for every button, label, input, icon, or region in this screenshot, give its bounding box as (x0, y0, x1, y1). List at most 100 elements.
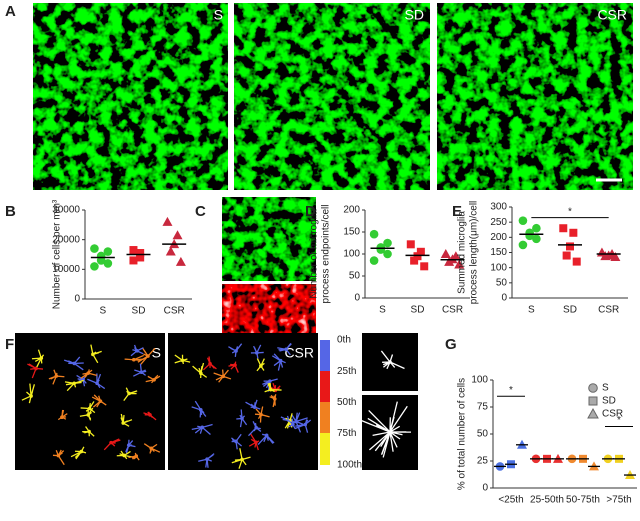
legend-marker (588, 396, 598, 406)
y-axis-label: process endpoints/cell (321, 205, 332, 304)
panel-letter: D (305, 203, 316, 220)
y-tick-label: 30000 (52, 205, 80, 216)
significance-label: * (509, 385, 513, 396)
micrograph (222, 197, 316, 281)
cell-shape (254, 406, 270, 423)
data-point (569, 228, 578, 237)
cell-body (221, 374, 226, 379)
y-tick-label: 0 (501, 293, 507, 304)
y-tick-label: 100 (490, 262, 507, 273)
data-point (376, 245, 386, 254)
data-point (383, 249, 392, 259)
data-point (420, 262, 429, 271)
data-point (440, 249, 451, 258)
x-tick-label: SD (411, 305, 425, 316)
y-tick-label: 100 (471, 375, 488, 386)
data-point (165, 246, 176, 256)
data-point (369, 256, 379, 265)
cell-shape (103, 438, 121, 451)
y-tick-label: 10000 (52, 264, 80, 275)
cell-body (180, 358, 185, 363)
color-bar-label: 75th (337, 428, 356, 439)
cell-body (122, 453, 126, 458)
cell-body (127, 391, 131, 396)
significance-label: * (568, 206, 572, 217)
micrograph (437, 3, 633, 190)
color-bar (320, 402, 330, 433)
data-point (103, 259, 113, 268)
data-point (413, 252, 422, 261)
tracing (222, 284, 316, 340)
cell-body (149, 446, 153, 451)
cell-body (291, 422, 295, 427)
data-point (90, 244, 99, 253)
y-tick-label: 0 (354, 293, 360, 304)
cell-body (234, 439, 238, 444)
cell-shape (264, 382, 282, 393)
cell-shape (380, 350, 405, 370)
cell-body (29, 394, 33, 398)
data-point (162, 216, 173, 226)
legend-label: S (602, 383, 609, 394)
cell-shape (191, 400, 207, 418)
cell-body (234, 349, 238, 353)
data-point (562, 251, 571, 260)
cell-body (109, 440, 113, 445)
cell-shape (143, 411, 157, 421)
cell-body (39, 356, 44, 360)
cell-body (98, 399, 103, 403)
data-point (103, 247, 113, 256)
data-point (129, 256, 138, 265)
y-axis-label: process length(μm)/cell (469, 201, 480, 305)
x-tick-label: 50-75th (566, 495, 600, 506)
y-tick-label: 200 (490, 232, 507, 243)
cell-body (268, 387, 273, 392)
cell-shape (291, 412, 308, 433)
data-point (416, 247, 425, 256)
cell-body (56, 453, 61, 458)
color-bar (320, 371, 330, 402)
data-point (444, 256, 455, 266)
x-tick-label: 25-50th (530, 495, 564, 506)
image-label: SD (405, 7, 424, 23)
data-point (406, 240, 415, 249)
cell-body (72, 361, 77, 366)
x-tick-label: <25th (498, 495, 523, 506)
cell-shape (21, 383, 36, 404)
cell-body (198, 408, 203, 412)
cell-shape (248, 433, 260, 451)
micrograph (234, 3, 430, 190)
cell-body (132, 357, 136, 362)
cell-map (168, 333, 318, 470)
y-axis-label: Number of cells per mm³ (52, 199, 63, 309)
y-tick-label: 300 (490, 202, 507, 213)
cell-shape (198, 453, 215, 468)
y-tick-label: 75 (477, 402, 489, 413)
cell-shape (213, 369, 232, 383)
cell-body (303, 422, 308, 427)
cell-shape (361, 401, 412, 458)
cell-shape (48, 369, 65, 385)
cell-body (134, 454, 139, 458)
x-tick-label: S (99, 306, 106, 317)
cell-shape (286, 418, 298, 430)
cell-shape (269, 394, 277, 408)
color-bar (320, 340, 330, 371)
cell-shape (256, 358, 265, 372)
cell-body (72, 381, 76, 386)
data-point (369, 229, 379, 239)
y-tick-label: 150 (343, 227, 360, 238)
y-tick-label: 50 (496, 277, 508, 288)
cell-body (148, 413, 152, 417)
color-bar-label: 50th (337, 397, 356, 408)
color-bar-label: 0th (337, 335, 351, 346)
y-tick-label: 250 (490, 217, 507, 228)
panel-letter: C (195, 203, 206, 220)
cell-shape (137, 347, 156, 366)
cell-body (254, 440, 258, 445)
data-point (518, 216, 528, 225)
y-axis-label: % of total number of cells (457, 378, 468, 490)
image-label: CSR (284, 345, 314, 361)
cell-shape (294, 419, 312, 433)
